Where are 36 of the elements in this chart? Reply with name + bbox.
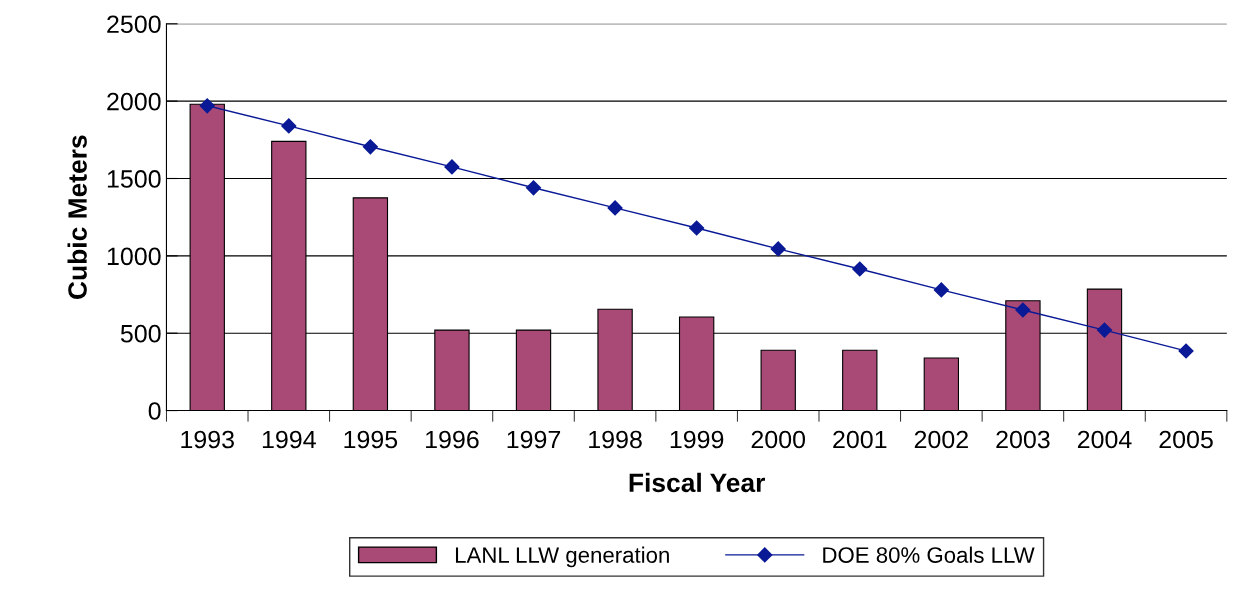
- point: [689, 220, 705, 236]
- point: [199, 98, 215, 114]
- x-tick-label: 1997: [507, 430, 561, 449]
- x-tick-label: 2003: [996, 430, 1050, 449]
- y-axis-title: Cubic Meters: [67, 135, 87, 299]
- y-tick-label: 500: [120, 324, 161, 343]
- x-tick-label: 1995: [344, 430, 398, 449]
- point: [525, 180, 542, 196]
- x-tick-label: 2000: [751, 430, 806, 449]
- legend-label: LANL LLW generation: [455, 546, 669, 568]
- y-tick-label: 2000: [107, 92, 161, 111]
- x-tick-label: 1999: [670, 430, 724, 449]
- point: [770, 241, 786, 257]
- point: [933, 282, 949, 298]
- point: [281, 118, 297, 134]
- point: [852, 261, 868, 277]
- point: [607, 200, 623, 216]
- x-tick-label: 1998: [589, 430, 642, 449]
- x-tick-label: 1993: [181, 430, 234, 449]
- x-axis-title: Fiscal Year: [629, 472, 765, 493]
- y-tick-label: 1000: [107, 247, 161, 266]
- x-tick-label: 2001: [833, 430, 887, 449]
- legend-label: DOE 80% Goals LLW: [823, 546, 1035, 563]
- point: [1096, 322, 1113, 338]
- point: [362, 139, 378, 155]
- x-tick-label: 1994: [262, 430, 316, 449]
- x-tick-label: 1996: [426, 430, 479, 449]
- x-tick-label: 2004: [1077, 430, 1132, 449]
- point: [1178, 343, 1194, 359]
- x-tick-label: 2005: [1159, 430, 1213, 449]
- point: [444, 159, 460, 175]
- x-tick-label: 2002: [914, 430, 968, 449]
- y-tick-label: 2500: [107, 15, 161, 34]
- y-tick-label: 0: [148, 402, 161, 420]
- point: [1015, 302, 1031, 318]
- y-tick-label: 1500: [107, 170, 161, 188]
